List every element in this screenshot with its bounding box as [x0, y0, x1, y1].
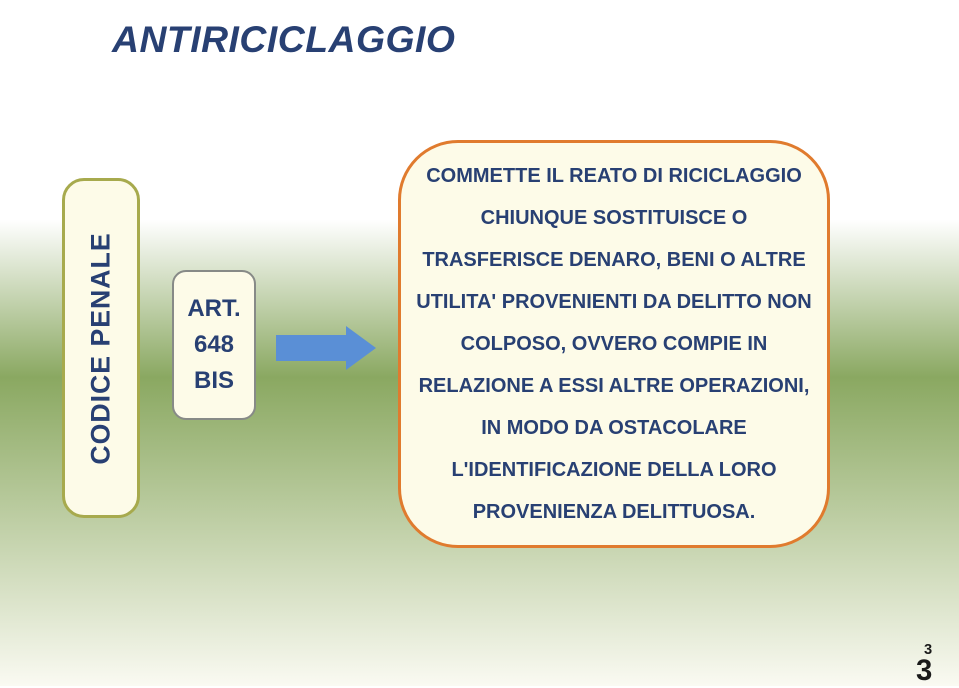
slide-title: ANTIRICICLAGGIO	[112, 18, 455, 61]
arrow-right-icon	[276, 326, 376, 370]
article-line-3: BIS	[194, 367, 234, 395]
article-code-box: ART. 648 BIS	[172, 270, 256, 420]
definition-text: COMMETTE IL REATO DI RICICLAGGIO CHIUNQU…	[416, 155, 812, 533]
arrow-svg	[276, 326, 376, 370]
slide: ANTIRICICLAGGIO CODICE PENALE ART. 648 B…	[0, 0, 959, 686]
page-number-big: 3	[916, 654, 932, 688]
left-vertical-pill: CODICE PENALE	[62, 178, 140, 518]
definition-bubble: COMMETTE IL REATO DI RICICLAGGIO CHIUNQU…	[398, 140, 830, 548]
left-pill-label: CODICE PENALE	[86, 232, 117, 464]
article-line-1: ART.	[187, 295, 240, 323]
article-line-2: 648	[194, 331, 234, 359]
